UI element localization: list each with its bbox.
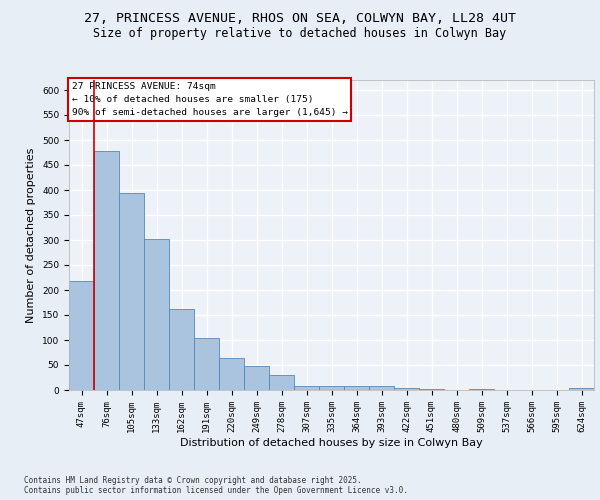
Bar xyxy=(244,366,269,390)
Text: Size of property relative to detached houses in Colwyn Bay: Size of property relative to detached ho… xyxy=(94,28,506,40)
Bar xyxy=(319,386,344,390)
Bar xyxy=(569,388,594,390)
Bar xyxy=(369,386,394,390)
Text: 27 PRINCESS AVENUE: 74sqm
← 10% of detached houses are smaller (175)
90% of semi: 27 PRINCESS AVENUE: 74sqm ← 10% of detac… xyxy=(71,82,347,117)
Bar xyxy=(69,281,94,390)
Bar xyxy=(119,192,144,390)
Bar xyxy=(394,388,419,390)
Text: Contains HM Land Registry data © Crown copyright and database right 2025.
Contai: Contains HM Land Registry data © Crown c… xyxy=(24,476,408,495)
Bar xyxy=(419,388,444,390)
Bar xyxy=(344,386,369,390)
Text: 27, PRINCESS AVENUE, RHOS ON SEA, COLWYN BAY, LL28 4UT: 27, PRINCESS AVENUE, RHOS ON SEA, COLWYN… xyxy=(84,12,516,26)
Bar xyxy=(469,388,494,390)
Bar xyxy=(144,239,169,390)
Bar xyxy=(269,374,294,390)
Y-axis label: Number of detached properties: Number of detached properties xyxy=(26,148,37,322)
X-axis label: Distribution of detached houses by size in Colwyn Bay: Distribution of detached houses by size … xyxy=(180,438,483,448)
Bar xyxy=(194,338,219,390)
Bar xyxy=(294,386,319,390)
Bar xyxy=(94,151,119,390)
Bar xyxy=(169,308,194,390)
Bar xyxy=(219,358,244,390)
